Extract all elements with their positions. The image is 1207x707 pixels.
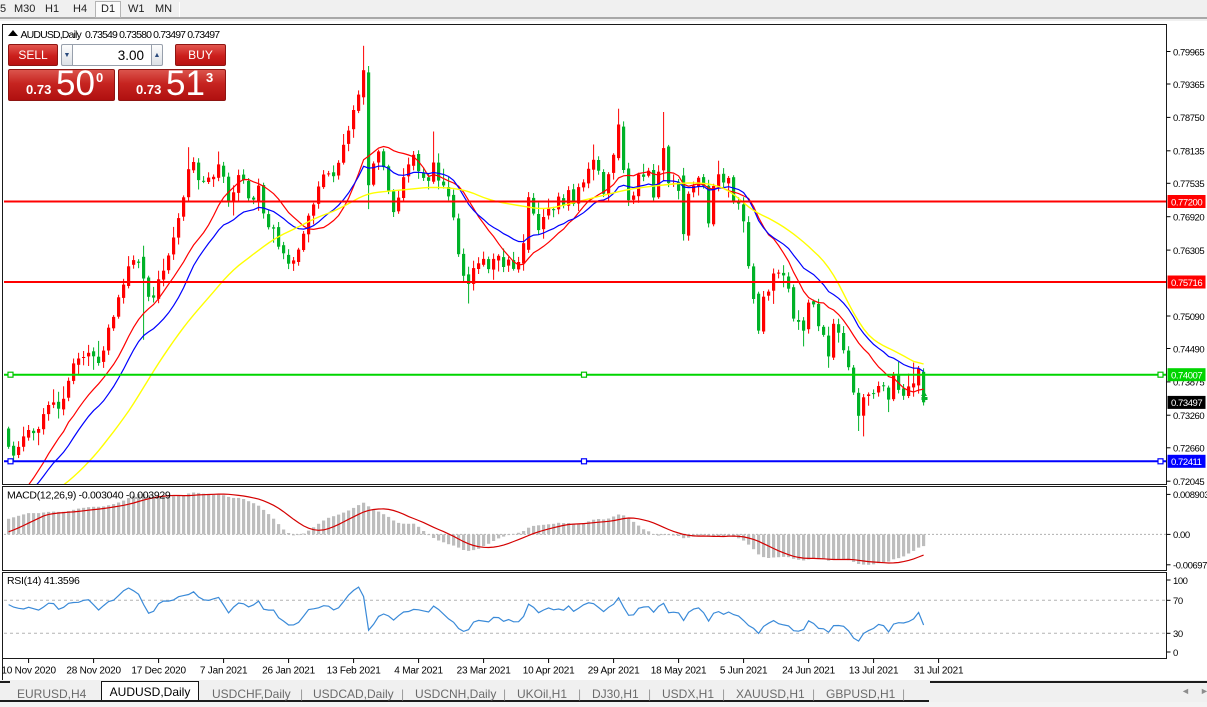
- svg-text:26 Jan 2021: 26 Jan 2021: [262, 666, 315, 677]
- svg-text:0.72411: 0.72411: [1171, 457, 1202, 468]
- svg-text:4 Mar 2021: 4 Mar 2021: [394, 666, 443, 677]
- svg-text:0.00: 0.00: [1173, 530, 1190, 541]
- svg-text:MACD(12,26,9) -0.003040 -0.003: MACD(12,26,9) -0.003040 -0.003929: [7, 490, 171, 502]
- svg-text:0.73875: 0.73875: [1173, 378, 1204, 389]
- svg-text:RSI(14) 41.3596: RSI(14) 41.3596: [7, 575, 80, 587]
- svg-text:0.75090: 0.75090: [1173, 312, 1204, 323]
- svg-text:7 Jan 2021: 7 Jan 2021: [200, 666, 248, 677]
- svg-text:0.76305: 0.76305: [1173, 246, 1204, 257]
- svg-text:24 Jun 2021: 24 Jun 2021: [782, 666, 835, 677]
- svg-text:0.74007: 0.74007: [1171, 371, 1202, 382]
- svg-text:31 Jul 2021: 31 Jul 2021: [914, 666, 964, 677]
- svg-text:10 Nov 2020: 10 Nov 2020: [1, 666, 56, 677]
- svg-text:17 Dec 2020: 17 Dec 2020: [131, 666, 186, 677]
- svg-text:0.77200: 0.77200: [1171, 197, 1202, 208]
- svg-text:0.79365: 0.79365: [1173, 80, 1204, 91]
- svg-text:30: 30: [1173, 629, 1183, 640]
- svg-text:10 Apr 2021: 10 Apr 2021: [523, 666, 575, 677]
- svg-text:0.77535: 0.77535: [1173, 179, 1204, 190]
- svg-text:0.72660: 0.72660: [1173, 444, 1204, 455]
- svg-text:23 Mar 2021: 23 Mar 2021: [457, 666, 512, 677]
- svg-text:-0.00697: -0.00697: [1173, 561, 1207, 572]
- svg-text:29 Apr 2021: 29 Apr 2021: [588, 666, 640, 677]
- svg-text:100: 100: [1173, 576, 1188, 587]
- svg-text:13 Jul 2021: 13 Jul 2021: [849, 666, 899, 677]
- svg-text:0.74490: 0.74490: [1173, 344, 1204, 355]
- svg-text:28 Nov 2020: 28 Nov 2020: [66, 666, 121, 677]
- svg-text:0.78750: 0.78750: [1173, 113, 1204, 124]
- svg-text:0.75716: 0.75716: [1171, 278, 1202, 289]
- svg-text:0.76920: 0.76920: [1173, 213, 1204, 224]
- svg-text:0: 0: [1173, 648, 1178, 659]
- svg-text:0.008903: 0.008903: [1173, 490, 1207, 501]
- svg-text:18 May 2021: 18 May 2021: [651, 666, 707, 677]
- svg-text:13 Feb 2021: 13 Feb 2021: [327, 666, 382, 677]
- svg-text:5 Jun 2021: 5 Jun 2021: [720, 666, 768, 677]
- svg-text:0.73497: 0.73497: [1171, 398, 1202, 409]
- svg-text:0.73260: 0.73260: [1173, 411, 1204, 422]
- svg-text:AUDUSD,Daily 0.73549 0.73580: AUDUSD,Daily 0.73549 0.73580 0.73497 0.7…: [21, 29, 221, 41]
- svg-text:0.79965: 0.79965: [1173, 47, 1204, 58]
- svg-text:0.78135: 0.78135: [1173, 147, 1204, 158]
- svg-text:0.72045: 0.72045: [1173, 477, 1204, 488]
- svg-text:70: 70: [1173, 596, 1183, 607]
